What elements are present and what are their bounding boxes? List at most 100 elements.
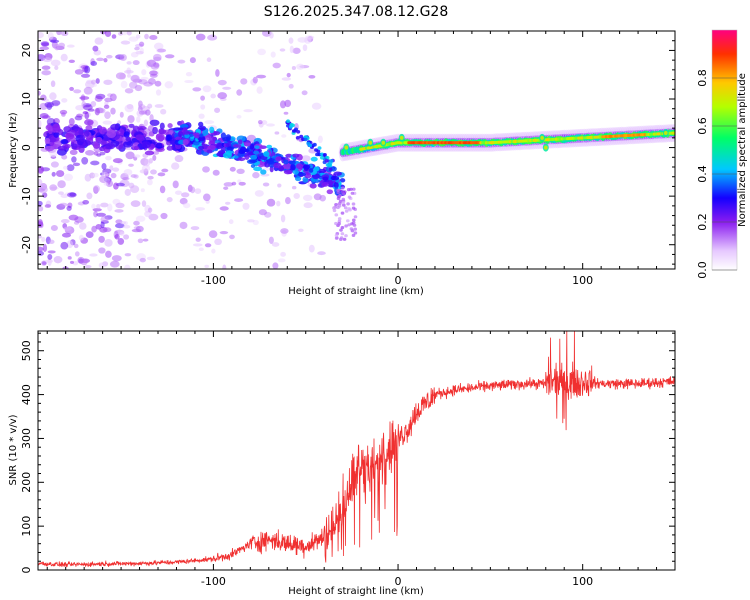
spectrogram-cell (247, 219, 255, 223)
spectrogram-cell (84, 119, 94, 126)
spectrogram-cell (110, 172, 117, 179)
spectrogram-cell (351, 233, 356, 237)
spectrogram-cell (334, 233, 339, 238)
spectrogram-cell (322, 153, 327, 157)
spectrogram-cell (281, 77, 291, 81)
spectrogram-cell (104, 31, 112, 37)
spectrogram-cell (229, 234, 235, 240)
spectrogram-cell (39, 46, 50, 51)
spectrogram-cell (110, 107, 116, 115)
spectrogram-cell (50, 161, 59, 168)
spectrogram-cell (100, 202, 109, 208)
spectrogram-cell (120, 221, 127, 225)
spectrogram-cell (172, 180, 179, 189)
spectrogram-cell (125, 137, 132, 142)
spectrogram-cell (149, 119, 160, 126)
spectrogram-cell (161, 168, 169, 173)
spectrogram-cell (276, 200, 281, 207)
spectrogram-cell (49, 149, 58, 158)
spectrogram-cell (112, 167, 120, 172)
colorbar-gradient (712, 30, 737, 270)
spectrogram-cell (82, 200, 90, 205)
snr-y-tick-label: 0 (20, 567, 33, 574)
spectrogram-cell (124, 253, 132, 257)
spectrogram-cell (283, 159, 289, 165)
spectrogram-cell (164, 54, 175, 59)
spectrogram-cell (61, 98, 68, 103)
spectrogram-cell (109, 165, 114, 171)
spectrogram-cell (79, 222, 87, 230)
spectrogram-cell (175, 136, 181, 140)
spectrogram-cell (199, 133, 204, 138)
spectrogram-cell (203, 193, 211, 202)
spectrogram-cell (74, 251, 80, 257)
spectrogram-cell (113, 182, 119, 190)
spectrogram-cell (306, 141, 311, 146)
spectrogram-cell (258, 209, 267, 216)
spectrogram-cell (49, 184, 58, 191)
spectrogram-cell (138, 79, 148, 85)
spectrogram-cell (81, 157, 89, 165)
spectrogram-cell (341, 200, 346, 205)
spectrogram-cell (336, 205, 340, 210)
spectrogram-cell (141, 200, 147, 208)
spectrogram-cell (86, 192, 93, 200)
spectrogram-cell (38, 166, 45, 173)
spectrogram-cell (66, 164, 75, 172)
spectrogram-cell (177, 59, 186, 64)
spectrogram-cell (67, 256, 72, 260)
spectrogram-cell (66, 240, 74, 249)
spectrogram-cell (54, 65, 59, 71)
spectrogram-cell (368, 140, 373, 145)
spectrogram-cell (308, 168, 314, 173)
colorbar-tick-label: 0.4 (696, 165, 709, 183)
spectrogram-cell (167, 123, 173, 129)
spectrogram-cell (328, 167, 333, 172)
spectrogram-cell (250, 154, 258, 160)
spectrogram-cell (195, 237, 201, 242)
spectrogram-cell (38, 205, 44, 212)
spectrogram-cell (61, 31, 69, 37)
spectrogram-cell (92, 185, 101, 193)
spectrogram-cell (80, 258, 88, 266)
spectrogram-cell (84, 264, 92, 269)
snr-y-tick-label: 200 (20, 472, 33, 493)
spectrogram-cell (44, 204, 52, 208)
spectrogram-cell (277, 258, 286, 263)
spectrogram-cell (273, 162, 282, 168)
spectrogram-cell (353, 227, 358, 231)
spectrogram-cell (238, 181, 246, 186)
spectrogram-cell (310, 156, 318, 162)
spectrogram-cell (147, 103, 153, 109)
spectrogram-cell (279, 48, 286, 52)
spectrogram-cell (321, 181, 329, 187)
spectrogram-cell (238, 149, 246, 155)
spectrogram-cell (309, 183, 317, 189)
spectrogram-cell (119, 54, 127, 61)
spectrogram-cell (102, 120, 113, 125)
spectrogram-cell (90, 160, 100, 166)
spectrogram-cell (40, 41, 50, 46)
spectrogram-cell (123, 140, 133, 148)
spectrogram-cell (66, 44, 75, 48)
spectrogram-cell (303, 137, 308, 142)
spectrogram-cell (194, 188, 202, 195)
spectrogram-cell (103, 182, 109, 186)
spectrogram-cell (299, 134, 304, 139)
spectrogram-cell (219, 206, 229, 211)
spectrogram-cell (149, 70, 158, 76)
spectrogram-cell (352, 223, 357, 227)
spectrogram-cell (308, 244, 315, 253)
spectrogram-cell (254, 145, 260, 150)
spectrogram-cell (50, 39, 60, 43)
spectrogram-cell (98, 235, 105, 243)
spectrogram-cell (44, 137, 51, 144)
spectrogram-y-tick-label: -20 (20, 236, 33, 254)
spectrogram-x-tick-label: -100 (201, 274, 226, 287)
spectrogram-cell (192, 141, 200, 146)
spectrogram-cell (326, 189, 334, 195)
spectrogram-cell (305, 35, 315, 40)
spectrogram-cell (339, 228, 343, 232)
spectrogram-cell (216, 142, 222, 150)
colorbar-ticks: 0.0 0.2 0.4 0.6 0.8 (696, 69, 737, 279)
